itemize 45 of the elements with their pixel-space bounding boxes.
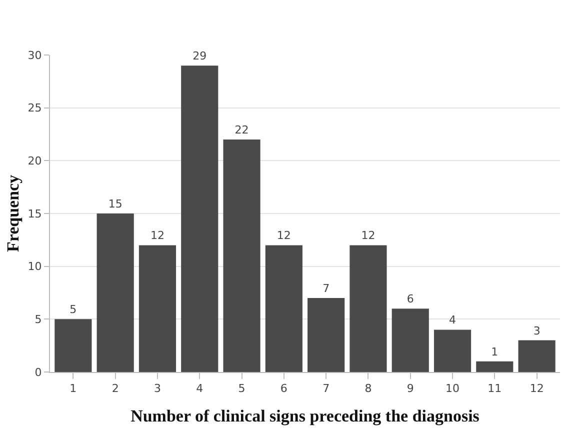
data-label: 12 (361, 229, 376, 242)
y-tick-label: 10 (28, 260, 42, 274)
data-label: 6 (406, 292, 414, 306)
y-tick-label: 30 (28, 48, 42, 62)
x-tick-label: 1 (70, 382, 77, 396)
data-label: 5 (70, 303, 77, 316)
bar (434, 330, 472, 372)
data-label: 29 (192, 50, 207, 63)
x-axis-title: Number of clinical signs preceding the diagnosis (130, 406, 480, 426)
y-tick-label: 15 (28, 207, 42, 220)
bar (350, 245, 387, 372)
data-label: 7 (322, 282, 330, 296)
y-axis-title: Frequency (3, 174, 22, 252)
bar (54, 319, 92, 372)
y-tick-label: 20 (28, 154, 42, 168)
bar (181, 66, 218, 372)
x-tick-label: 12 (530, 382, 544, 396)
bar (223, 140, 260, 372)
y-tick-label: 5 (34, 313, 42, 326)
x-tick-label: 11 (488, 382, 502, 396)
bar (518, 340, 556, 372)
bar (138, 245, 176, 372)
data-label: 15 (108, 198, 122, 210)
x-tick-label: 9 (406, 382, 414, 396)
x-tick-label: 2 (112, 382, 119, 396)
x-tick-label: 6 (280, 382, 288, 396)
bar (265, 245, 302, 372)
bar (476, 361, 514, 372)
bar (308, 298, 345, 372)
data-label: 12 (276, 229, 291, 242)
data-label: 4 (449, 314, 456, 327)
bar (96, 214, 134, 372)
x-tick-label: 8 (364, 382, 372, 396)
x-tick-label: 7 (322, 382, 330, 396)
x-tick-label: 3 (154, 382, 161, 396)
x-tick-label: 4 (196, 382, 204, 396)
data-label: 1 (491, 345, 498, 358)
data-label: 3 (533, 324, 540, 338)
y-tick-label: 25 (28, 102, 42, 115)
x-tick-label: 10 (446, 382, 460, 396)
bar (392, 308, 429, 372)
data-label: 22 (234, 124, 249, 137)
data-label: 12 (150, 229, 164, 242)
x-tick-label: 5 (238, 382, 246, 396)
y-tick-label: 0 (34, 366, 42, 379)
